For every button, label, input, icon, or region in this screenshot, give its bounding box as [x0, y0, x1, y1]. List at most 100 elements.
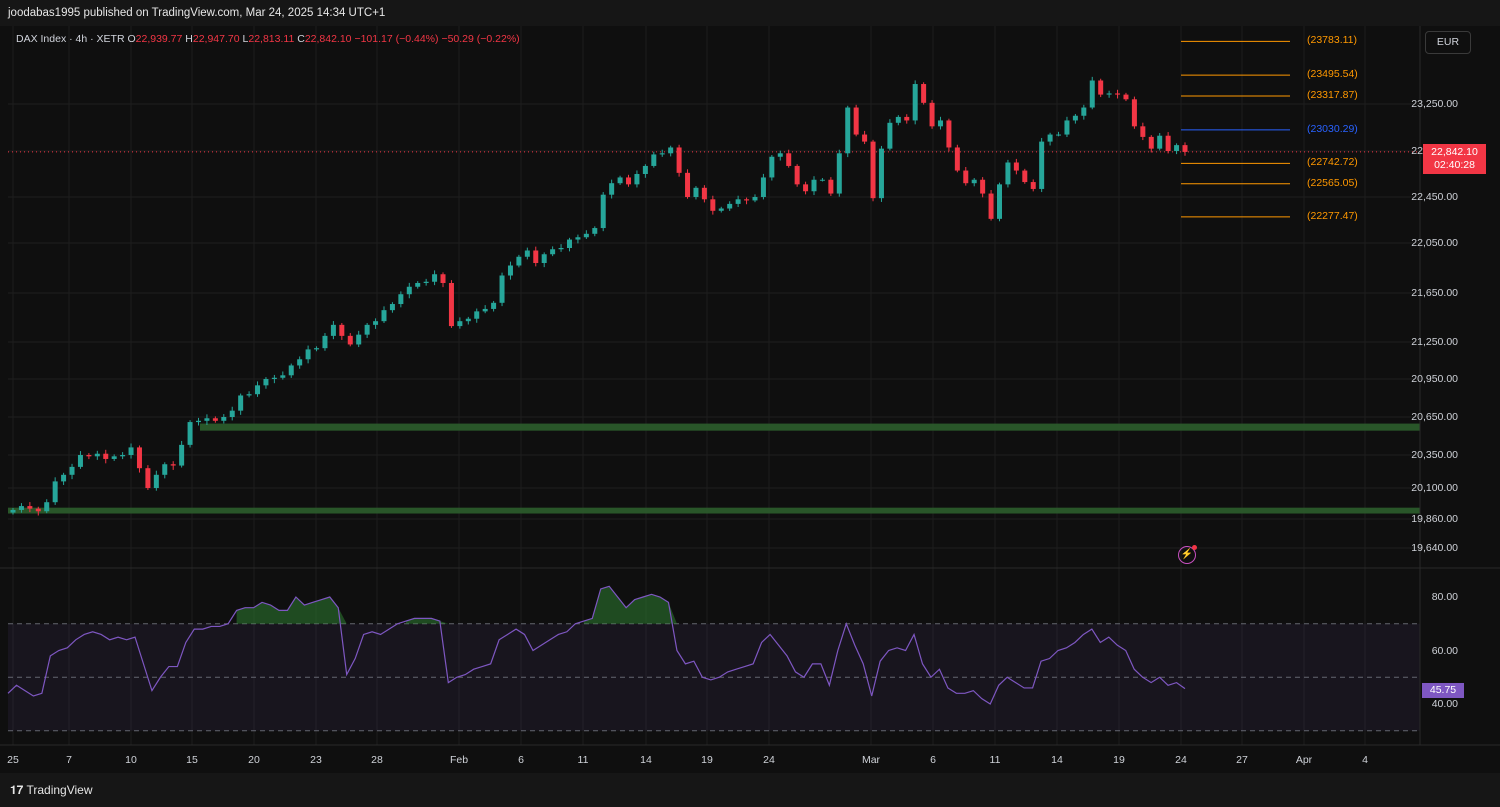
price-tick-label: 20,350.00 — [1411, 449, 1458, 461]
candle-body — [954, 147, 960, 171]
lightning-bolt-icon[interactable]: ⚡ — [1178, 545, 1197, 564]
candle-body — [52, 481, 58, 503]
candle-body — [238, 395, 244, 411]
candle-body — [701, 187, 707, 200]
candle-body — [1140, 126, 1146, 137]
candle-body — [69, 466, 75, 475]
candle-body — [735, 199, 741, 204]
time-tick-label: 6 — [930, 754, 936, 766]
open-value: 22,939.77 — [135, 33, 183, 45]
bar-countdown: 02:40:28 — [1434, 159, 1475, 171]
candle-body — [415, 283, 421, 287]
top-bar — [0, 0, 1500, 26]
candle-body — [929, 102, 935, 127]
candle-body — [676, 147, 682, 173]
price-tick-label: 19,860.00 — [1411, 513, 1458, 525]
candle-body — [524, 250, 530, 257]
rsi-indicator — [7, 585, 1420, 732]
pane-separators — [0, 26, 1500, 746]
candle-body — [870, 141, 876, 199]
high-value: 22,947.70 — [192, 33, 240, 45]
time-tick-label: 24 — [1175, 754, 1187, 766]
candle-body — [153, 474, 159, 488]
price-tick-label: 22,050.00 — [1411, 237, 1458, 249]
close-label: C — [297, 33, 305, 45]
price-tick-label: 23,250.00 — [1411, 98, 1458, 110]
candle-body — [347, 335, 353, 345]
rsi-tick-label: 60.00 — [1431, 644, 1458, 657]
candle-body — [212, 418, 218, 421]
candle-body — [904, 116, 910, 121]
candle-body — [651, 154, 657, 166]
candle-body — [642, 165, 648, 174]
candle-body — [769, 156, 775, 178]
candle-body — [179, 444, 185, 466]
time-tick-label: 14 — [1051, 754, 1063, 766]
candle-body — [440, 274, 446, 283]
time-tick-label: 7 — [66, 754, 72, 766]
time-tick-label: 20 — [248, 754, 260, 766]
candle-body — [94, 453, 100, 457]
candle-body — [997, 184, 1003, 219]
candle-body — [1106, 93, 1112, 95]
candle-body — [634, 174, 640, 185]
time-tick-label: 27 — [1236, 754, 1248, 766]
support-zone — [8, 507, 1420, 514]
time-tick-label: Mar — [861, 754, 881, 766]
candle-body — [760, 177, 766, 197]
ohlc-legend: DAX Index · 4h · XETR O22,939.77 H22,947… — [16, 33, 520, 45]
candle-body — [710, 199, 716, 211]
candle-body — [895, 116, 901, 123]
last-price: 22,842.10 — [1431, 146, 1478, 158]
candle-body — [271, 377, 277, 379]
currency-button[interactable]: EUR — [1425, 31, 1471, 54]
price-level-label: (23317.87) — [1307, 89, 1358, 102]
rsi-tick-label: 40.00 — [1431, 698, 1458, 710]
candle-body — [1089, 80, 1095, 108]
candle-body — [1047, 134, 1053, 142]
published-info: joodabas1995 published on TradingView.co… — [8, 7, 386, 19]
candle-body — [432, 274, 438, 282]
candle-body — [937, 120, 943, 127]
high-label: H — [185, 33, 193, 45]
time-tick-label: 11 — [577, 754, 589, 766]
candle-body — [583, 233, 589, 238]
candle-body — [744, 199, 750, 201]
candle-body — [86, 455, 92, 457]
tradingview-logo[interactable]: 𝟏𝟕 TradingView — [10, 783, 93, 798]
candle-body — [533, 250, 539, 263]
rsi-tick-label: 80.00 — [1431, 591, 1458, 603]
candle-body — [187, 422, 193, 445]
candle-body — [356, 334, 362, 345]
candle-body — [229, 410, 235, 417]
candle-body — [35, 508, 41, 512]
candle-body — [77, 455, 83, 467]
price-tick-label: 20,950.00 — [1411, 373, 1458, 385]
candle-body — [162, 464, 168, 475]
price-level-label: (23783.11) — [1307, 34, 1358, 47]
candle-body — [845, 107, 851, 154]
tradingview-logo-text: TradingView — [26, 783, 93, 797]
price-tick-label: 20,650.00 — [1411, 411, 1458, 423]
candle-body — [777, 153, 783, 157]
time-tick-label: 19 — [1113, 754, 1125, 766]
candle-body — [398, 294, 404, 305]
candle-body — [1056, 134, 1062, 136]
change2-value: −50.29 (−0.22%) — [441, 33, 520, 45]
candle-body — [575, 237, 581, 240]
time-tick-label: 23 — [310, 754, 322, 766]
candle-body — [1072, 115, 1078, 121]
candle-body — [465, 318, 471, 322]
candle-body — [491, 302, 497, 309]
candle-body — [204, 418, 210, 421]
candle-body — [1064, 120, 1070, 135]
candle-body — [1174, 145, 1180, 151]
candle-body — [195, 420, 201, 423]
candle-body — [457, 321, 463, 327]
time-tick-label: 4 — [1362, 754, 1368, 766]
candle-body — [10, 509, 16, 513]
candlestick-series — [10, 76, 1188, 516]
candle-body — [853, 107, 859, 135]
candle-body — [668, 147, 674, 154]
